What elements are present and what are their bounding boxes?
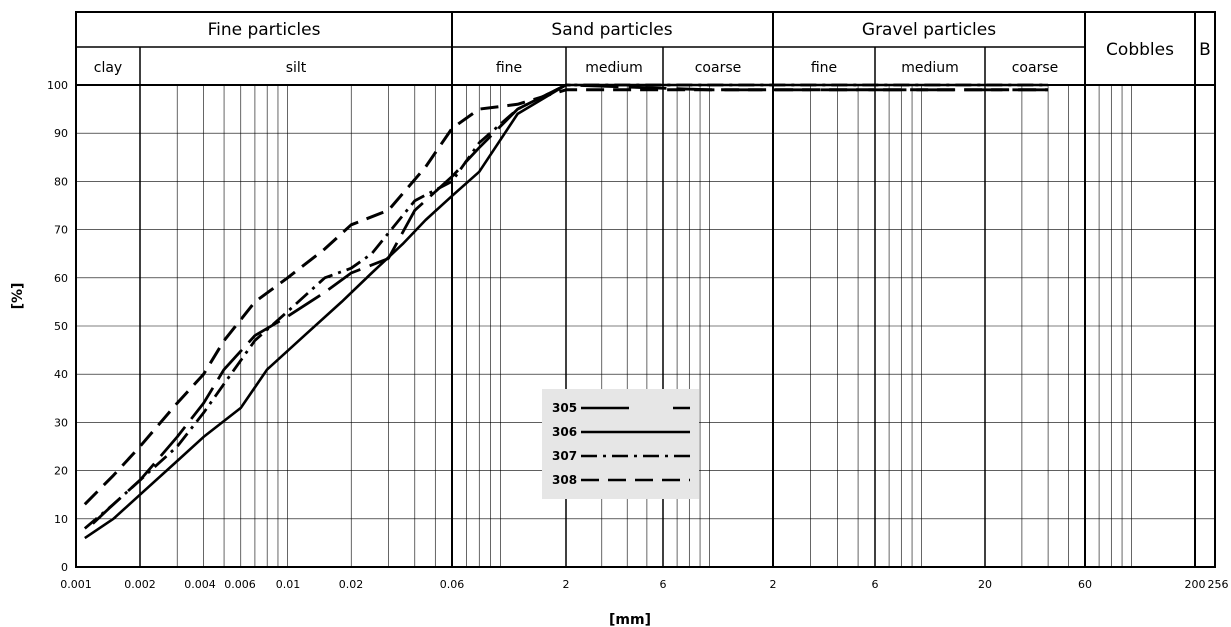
header-subgroup-label: medium (585, 60, 643, 76)
header-subgroup-label: medium (901, 60, 959, 76)
chart-frame (75, 11, 1216, 568)
x-axis-label: [mm] (609, 612, 651, 627)
legend: 305 306 307 308 (542, 389, 699, 499)
header-single-label: Cobbles (1106, 40, 1174, 60)
x-tick-label: 6 (872, 578, 879, 591)
x-tick-label: 20 (978, 578, 992, 591)
header-subgroup-label: coarse (695, 60, 742, 76)
series-lines (83, 83, 1049, 540)
x-tick-label: 0.004 (184, 578, 216, 591)
header-group-label: Gravel particles (862, 20, 996, 40)
header-subgroup-label: coarse (1012, 60, 1059, 76)
x-tick-label: 0.006 (224, 578, 256, 591)
header-group-label: Fine particles (208, 20, 321, 40)
header-group-label: Sand particles (551, 20, 672, 40)
x-tick-label: 60 (1078, 578, 1092, 591)
x-tick-label: 2 (563, 578, 570, 591)
x-tick-label: 0.02 (339, 578, 364, 591)
legend-label: 305 (552, 401, 577, 415)
y-tick-label: 30 (54, 416, 68, 429)
x-tick-label: 0.01 (276, 578, 301, 591)
y-tick-label: 100 (47, 79, 68, 92)
x-axis-ticks: 0.001 0.002 0.004 0.006 0.01 0.02 0.06 2 6 2 6 20 60… (60, 578, 1228, 591)
y-tick-label: 80 (54, 175, 68, 188)
y-tick-label: 70 (54, 224, 68, 237)
legend-label: 307 (552, 449, 577, 463)
header-subgroup-label: clay (94, 60, 122, 76)
header-subgroup-label: silt (286, 60, 307, 76)
particle-size-header: Fine particles Sand particles Gravel parti… (94, 20, 1211, 76)
legend-label: 308 (552, 473, 577, 487)
y-tick-label: 10 (54, 513, 68, 526)
header-subgroup-label: fine (496, 60, 522, 76)
header-subgroup-label: fine (811, 60, 837, 76)
legend-label: 306 (552, 425, 577, 439)
y-tick-label: 50 (54, 320, 68, 333)
y-axis-label: [%] (10, 283, 26, 310)
y-tick-label: 40 (54, 368, 68, 381)
x-tick-label: 0.002 (124, 578, 156, 591)
y-axis-ticks: 0 10 20 30 40 50 60 70 80 90 100 (47, 79, 68, 574)
x-tick-label: 256 (1208, 578, 1229, 591)
y-tick-label: 20 (54, 465, 68, 478)
x-tick-label: 200 (1185, 578, 1206, 591)
y-tick-label: 60 (54, 272, 68, 285)
series-line-307 (83, 83, 1049, 530)
x-tick-label: 0.001 (60, 578, 92, 591)
y-tick-label: 90 (54, 127, 68, 140)
x-tick-label: 2 (770, 578, 777, 591)
y-tick-label: 0 (61, 561, 68, 574)
series-line-308 (83, 88, 1049, 506)
x-tick-label: 0.06 (440, 578, 465, 591)
header-single-label: B (1199, 40, 1211, 60)
x-tick-label: 6 (660, 578, 667, 591)
